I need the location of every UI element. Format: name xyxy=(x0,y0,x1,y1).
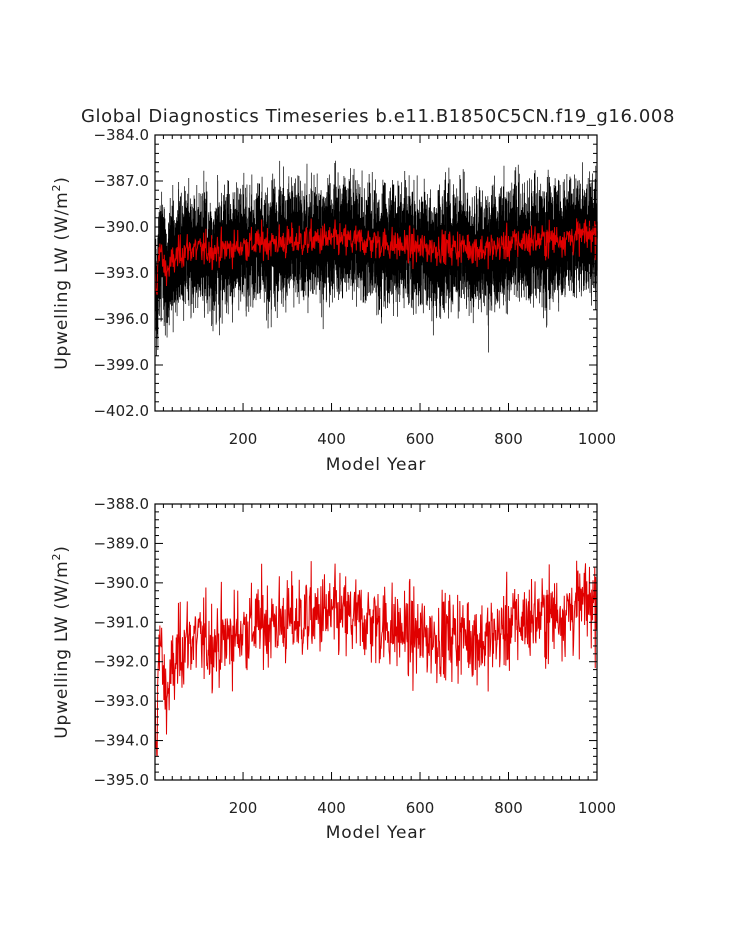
top-x-tick-label: 1000 xyxy=(578,430,616,448)
bottom-x-tick-label: 600 xyxy=(406,799,435,817)
top-y-tick-label: −390.0 xyxy=(93,218,149,236)
bottom-y-tick-label: −392.0 xyxy=(93,653,149,671)
bottom-y-tick-label: −393.0 xyxy=(93,692,149,710)
top-x-tick-label: 800 xyxy=(494,430,523,448)
top-panel: Global Diagnostics Timeseries b.e11.B185… xyxy=(50,106,675,475)
bottom-y-tick-label: −389.0 xyxy=(93,534,149,552)
bottom-x-tick-label: 400 xyxy=(317,799,346,817)
bottom-y-tick-label: −388.0 xyxy=(93,495,149,513)
bottom-data-layer xyxy=(154,560,598,757)
bottom-x-tick-label: 800 xyxy=(494,799,523,817)
top-x-tick-label: 600 xyxy=(406,430,435,448)
bottom-axis-ticks: 200 400 600 800 1000 −388.0 −389.0 −390.0 −391.0… xyxy=(93,495,616,817)
top-y-tick-label: −387.0 xyxy=(93,172,149,190)
top-y-tick-label: −402.0 xyxy=(93,402,149,420)
bottom-x-tick-label: 200 xyxy=(229,799,258,817)
top-x-tick-label: 200 xyxy=(229,430,258,448)
top-x-tick-label: 400 xyxy=(317,430,346,448)
annual-series-line xyxy=(154,218,598,295)
bottom-y-tick-label: −391.0 xyxy=(93,613,149,631)
chart-title: Global Diagnostics Timeseries b.e11.B185… xyxy=(81,106,675,127)
top-y-tick-label: −399.0 xyxy=(93,356,149,374)
top-x-axis-label: Model Year xyxy=(326,455,426,475)
bottom-y-tick-label: −390.0 xyxy=(93,574,149,592)
bottom-x-axis-label: Model Year xyxy=(326,823,426,843)
bottom-panel: 200 400 600 800 1000 −388.0 −389.0 −390.0 −391.0… xyxy=(50,495,616,843)
top-y-tick-label: −384.0 xyxy=(93,126,149,144)
annual-series-line xyxy=(154,560,598,757)
bottom-x-tick-label: 1000 xyxy=(578,799,616,817)
bottom-y-tick-label: −395.0 xyxy=(93,771,149,789)
top-y-tick-label: −393.0 xyxy=(93,264,149,282)
bottom-y-tick-label: −394.0 xyxy=(93,732,149,750)
top-y-axis-label: Upwelling LW (W/m2) xyxy=(50,176,72,369)
top-y-tick-label: −396.0 xyxy=(93,310,149,328)
bottom-y-axis-label: Upwelling LW (W/m2) xyxy=(50,545,72,738)
monthly-series-line xyxy=(154,160,598,356)
top-axis-ticks: 200 400 600 800 1000 −384.0 −387.0 −390.0 −393.0… xyxy=(93,126,616,448)
top-data-layer xyxy=(154,160,598,356)
